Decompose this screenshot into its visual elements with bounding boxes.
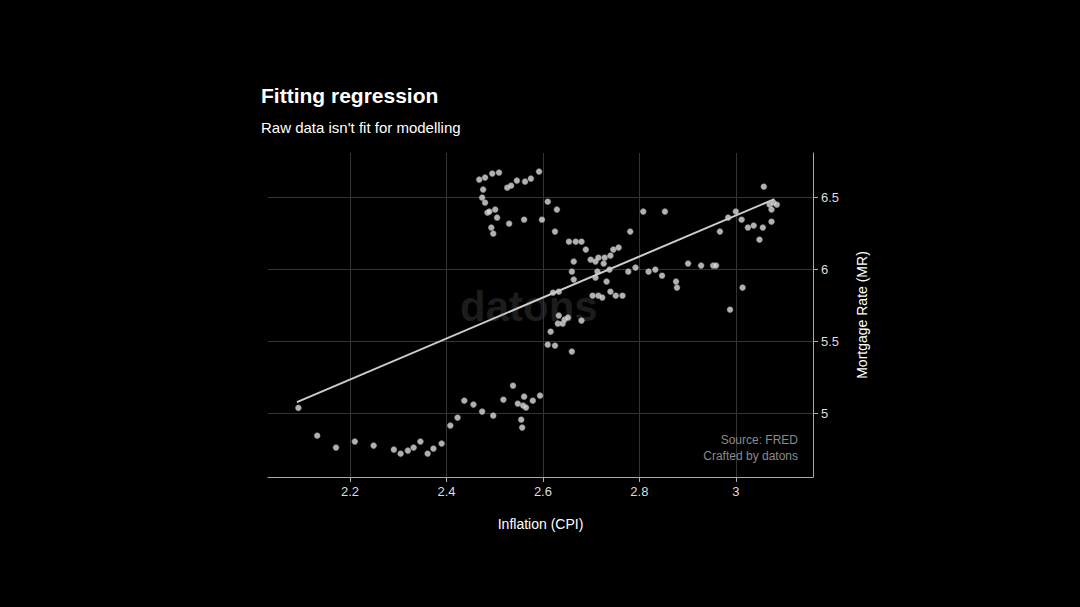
svg-text:2.2: 2.2 [341,484,359,499]
svg-text:Inflation (CPI): Inflation (CPI) [498,516,584,532]
svg-text:Source: FRED: Source: FRED [721,433,799,447]
svg-text:Fitting regression: Fitting regression [261,84,438,107]
svg-text:2.8: 2.8 [630,484,648,499]
svg-text:2.4: 2.4 [437,484,455,499]
svg-text:datons: datons [460,283,598,330]
svg-text:6: 6 [821,262,828,277]
svg-text:Mortgage Rate (MR): Mortgage Rate (MR) [854,251,870,379]
svg-text:Raw data isn't fit for modelli: Raw data isn't fit for modelling [261,119,461,136]
svg-text:3: 3 [732,484,739,499]
svg-text:6.5: 6.5 [821,190,839,205]
svg-text:5: 5 [821,406,828,421]
svg-text:Crafted by datons: Crafted by datons [703,449,798,463]
svg-text:2.6: 2.6 [534,484,552,499]
svg-text:5.5: 5.5 [821,334,839,349]
